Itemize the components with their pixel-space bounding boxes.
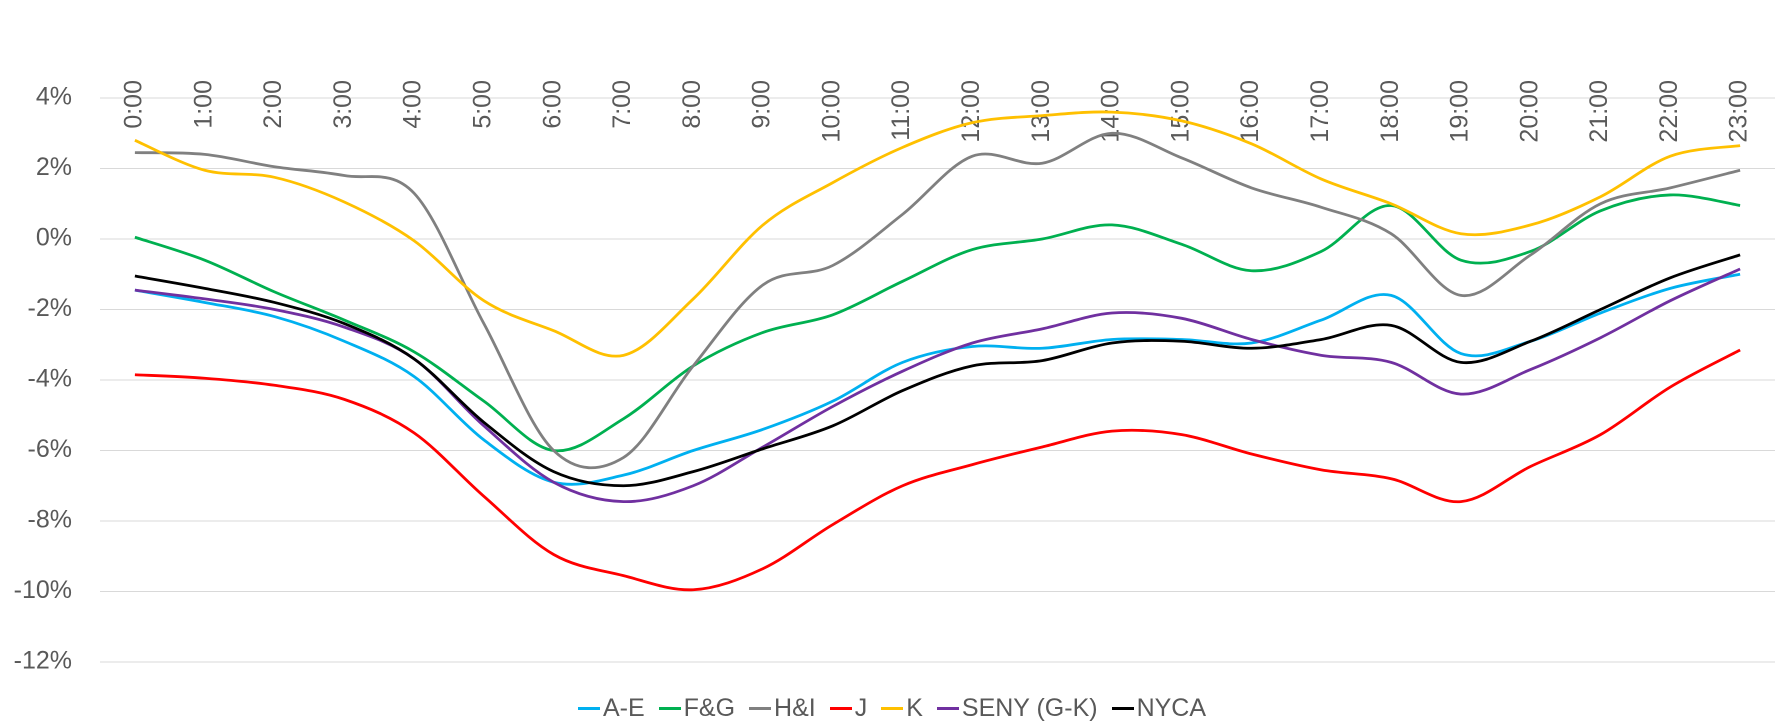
y-tick-label: -8% bbox=[28, 506, 72, 534]
y-tick-label: -2% bbox=[28, 294, 72, 322]
legend-swatch bbox=[829, 707, 852, 710]
x-tick-label: 21:00 bbox=[1585, 80, 1613, 143]
y-tick-label: -6% bbox=[28, 435, 72, 463]
x-tick-label: 12:00 bbox=[957, 80, 985, 143]
x-tick-label: 15:00 bbox=[1166, 80, 1194, 143]
y-tick-label: 2% bbox=[36, 153, 72, 181]
legend-swatch bbox=[936, 707, 959, 710]
x-tick-label: 22:00 bbox=[1655, 80, 1683, 143]
legend-label: SENY (G-K) bbox=[961, 694, 1098, 722]
y-tick-label: 0% bbox=[36, 224, 72, 252]
x-tick-label: 6:00 bbox=[538, 80, 566, 129]
legend-label: H&I bbox=[774, 694, 816, 722]
x-tick-label: 13:00 bbox=[1027, 80, 1055, 143]
x-tick-label: 3:00 bbox=[329, 80, 357, 129]
x-tick-label: 7:00 bbox=[608, 80, 636, 129]
legend-label: NYCA bbox=[1136, 694, 1207, 722]
x-tick-label: 8:00 bbox=[678, 80, 706, 129]
legend-swatch bbox=[658, 707, 681, 710]
series-line bbox=[134, 193, 1741, 453]
series-line bbox=[134, 253, 1741, 488]
x-tick-label: 4:00 bbox=[399, 80, 427, 129]
legend-item: NYCA bbox=[1111, 694, 1207, 723]
x-tick-label: 18:00 bbox=[1376, 80, 1404, 143]
legend-item: H&I bbox=[749, 694, 816, 723]
series-line bbox=[134, 131, 1741, 470]
y-tick-label: -10% bbox=[14, 576, 72, 604]
x-tick-label: 1:00 bbox=[189, 80, 217, 129]
x-tick-label: 16:00 bbox=[1236, 80, 1264, 143]
x-tick-label: 9:00 bbox=[748, 80, 776, 129]
legend-item: SENY (G-K) bbox=[936, 694, 1098, 723]
series-line bbox=[134, 348, 1741, 592]
x-tick-label: 20:00 bbox=[1515, 80, 1543, 143]
legend-swatch bbox=[577, 707, 600, 710]
legend-swatch bbox=[1111, 707, 1134, 710]
x-tick-label: 0:00 bbox=[120, 80, 148, 129]
y-tick-label: -4% bbox=[28, 365, 72, 393]
y-tick-label: 4% bbox=[36, 83, 72, 111]
legend-item: A-E bbox=[577, 694, 645, 723]
series-line bbox=[134, 267, 1741, 504]
x-tick-label: 10:00 bbox=[817, 80, 845, 143]
x-tick-label: 23:00 bbox=[1725, 80, 1753, 143]
legend-item: K bbox=[881, 694, 923, 723]
legend-label: K bbox=[906, 694, 923, 722]
legend: A-E F&G H&I J K SENY (G-K) NYCA bbox=[0, 694, 1784, 723]
legend-item: J bbox=[829, 694, 868, 723]
x-tick-label: 5:00 bbox=[468, 80, 496, 129]
series-line bbox=[134, 272, 1741, 486]
legend-swatch bbox=[749, 707, 772, 710]
x-tick-label: 17:00 bbox=[1306, 80, 1334, 143]
legend-label: A-E bbox=[602, 694, 645, 722]
y-tick-label: -12% bbox=[14, 647, 72, 675]
legend-label: F&G bbox=[683, 694, 736, 722]
legend-label: J bbox=[854, 694, 868, 722]
x-tick-label: 2:00 bbox=[259, 80, 287, 129]
legend-item: F&G bbox=[658, 694, 736, 723]
series-line bbox=[134, 110, 1741, 358]
x-tick-label: 19:00 bbox=[1446, 80, 1474, 143]
x-tick-label: 11:00 bbox=[887, 80, 915, 141]
legend-swatch bbox=[881, 707, 904, 710]
